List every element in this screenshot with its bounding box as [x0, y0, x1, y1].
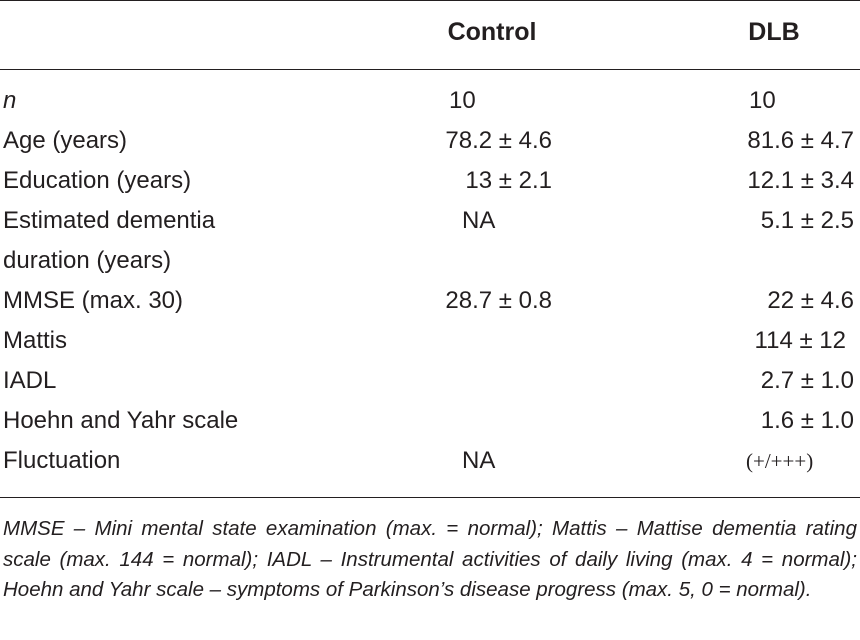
control-value — [380, 401, 552, 441]
table-row-mattis: Mattis 114 ± 12 — [0, 321, 860, 361]
dlb-value: 12.1 ± 3.4 — [747, 167, 854, 194]
row-label: duration (years) — [3, 247, 172, 274]
column-header-dlb: DLB — [748, 18, 800, 46]
control-value: 78.2 ± 4.6 — [445, 127, 552, 154]
dlb-value: 1.6 ± 1.0 — [760, 407, 854, 434]
row-label: IADL — [3, 367, 57, 394]
row-label: Hoehn and Yahr scale — [3, 407, 239, 434]
control-value: 28.7 ± 0.8 — [445, 287, 552, 314]
table-row-age: Age (years) 78.2 ± 4.6 81.6 ± 4.7 — [0, 121, 860, 161]
dlb-value: 10 — [749, 87, 776, 114]
dlb-value: 2.7 ± 1.0 — [760, 367, 854, 394]
row-label: Education (years) — [3, 167, 192, 194]
table-bottom-rule — [0, 497, 860, 498]
control-value — [380, 241, 552, 281]
column-header-control: Control — [447, 18, 537, 46]
control-value — [380, 321, 552, 361]
table-row-dementia-duration: Estimated dementia NA 5.1 ± 2.5 — [0, 201, 860, 241]
table-footnote: MMSE – Mini mental state examination (ma… — [3, 517, 857, 601]
table-top-rule — [0, 0, 860, 1]
table-row-education: Education (years) 13 ± 2.1 12.1 ± 3.4 — [0, 161, 860, 201]
row-label: Fluctuation — [3, 447, 121, 474]
row-label: Estimated dementia — [3, 207, 216, 234]
dlb-value — [690, 241, 854, 281]
table-row-fluctuation: Fluctuation NA (+/+++) — [0, 441, 860, 481]
table-row-dementia-duration-cont: duration (years) — [0, 241, 860, 281]
row-label: Mattis — [3, 327, 68, 354]
dlb-value: 5.1 ± 2.5 — [760, 207, 854, 234]
control-value: 13 ± 2.1 — [465, 167, 552, 194]
control-value: NA — [462, 207, 496, 234]
table-header-rule — [0, 69, 860, 70]
table-row-iadl: IADL 2.7 ± 1.0 — [0, 361, 860, 401]
table-row-hoehn-yahr: Hoehn and Yahr scale 1.6 ± 1.0 — [0, 401, 860, 441]
dlb-value: 22 ± 4.6 — [767, 287, 854, 314]
row-label: n — [3, 87, 17, 114]
row-label: MMSE (max. 30) — [3, 287, 184, 314]
table-row-n: n 10 10 — [0, 81, 860, 121]
control-value: 10 — [449, 87, 476, 114]
control-value: NA — [462, 447, 496, 474]
dlb-value: 81.6 ± 4.7 — [747, 127, 854, 154]
dlb-value: (+/+++) — [746, 449, 814, 473]
control-value — [380, 361, 552, 401]
table-row-mmse: MMSE (max. 30) 28.7 ± 0.8 22 ± 4.6 — [0, 281, 860, 321]
dlb-value: 114 ± 12 — [754, 327, 846, 354]
row-label: Age (years) — [3, 127, 128, 154]
